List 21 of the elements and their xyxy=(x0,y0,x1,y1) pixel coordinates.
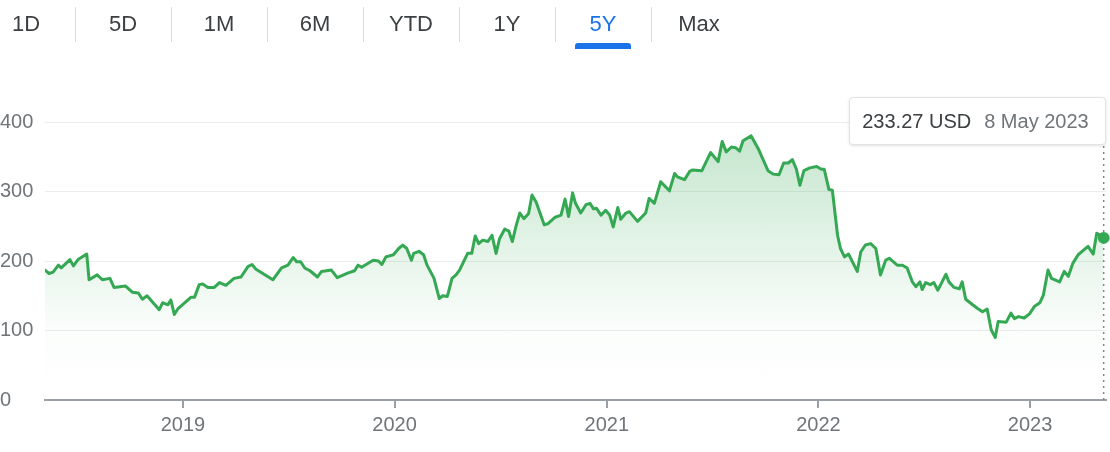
range-tab[interactable]: Max xyxy=(651,0,747,49)
range-tab[interactable]: 1D xyxy=(0,0,75,49)
y-tick-label: 0 xyxy=(0,387,12,410)
x-tick-label: 2023 xyxy=(1007,412,1053,435)
tooltip-card: 233.27 USD 8 May 2023 xyxy=(849,97,1106,145)
range-tab[interactable]: 5Y xyxy=(555,0,651,49)
y-tick-label: 100 xyxy=(0,318,34,341)
x-tick-label: 2021 xyxy=(584,412,630,435)
x-tick-label: 2022 xyxy=(796,412,841,435)
y-tick-label: 400 xyxy=(0,109,34,132)
range-tab[interactable]: YTD xyxy=(363,0,459,49)
y-tick-label: 300 xyxy=(0,179,34,202)
annotation: 8 May 2023 xyxy=(984,109,1089,133)
annotation: 233.27 USD xyxy=(862,109,972,133)
x-tick-label: 2019 xyxy=(160,412,206,435)
range-tab[interactable]: 1Y xyxy=(459,0,555,49)
range-tab[interactable]: 5D xyxy=(75,0,171,49)
y-tick-label: 200 xyxy=(0,248,34,271)
range-tab[interactable]: 1M xyxy=(171,0,267,49)
range-tab[interactable]: 6M xyxy=(267,0,363,49)
x-tick-label: 2020 xyxy=(372,412,417,435)
